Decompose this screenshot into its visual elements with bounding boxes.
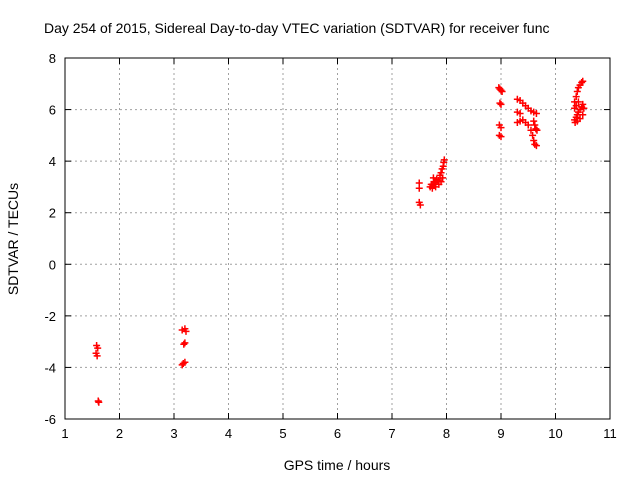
data-point [532, 142, 540, 150]
grid [65, 58, 610, 419]
axis-ticks: 1 2 3 4 5 6 7 8 9 10 11 -6 -4 -2 0 2 4 6 8 [44, 51, 616, 441]
data-marks [92, 77, 588, 406]
x-axis-title: GPS time / hours [284, 457, 391, 473]
data-point [524, 121, 532, 129]
data-point [179, 360, 187, 368]
y-tick-label: 6 [49, 103, 56, 118]
y-axis-title: SDTVAR / TECUs [5, 183, 21, 295]
data-point [529, 131, 537, 139]
data-point [428, 184, 436, 192]
data-point [572, 102, 580, 110]
data-point [497, 133, 505, 141]
data-point [531, 121, 539, 129]
x-tick-label: 1 [61, 426, 68, 441]
data-point [572, 93, 580, 101]
data-point [578, 78, 586, 86]
data-point [182, 327, 190, 335]
x-tick-label: 7 [388, 426, 395, 441]
data-point [527, 126, 535, 134]
data-point [495, 131, 503, 139]
data-point [530, 117, 538, 125]
x-tick-label: 6 [334, 426, 341, 441]
data-point [574, 98, 582, 106]
data-point [440, 156, 448, 164]
data-point [530, 137, 538, 145]
data-point [533, 126, 541, 134]
data-point [580, 104, 588, 112]
y-tick-label: -6 [44, 412, 56, 427]
y-tick-label: 2 [49, 206, 56, 221]
x-tick-label: 11 [603, 426, 617, 441]
data-point [94, 344, 102, 352]
data-point [429, 174, 437, 182]
data-point [579, 100, 587, 108]
x-tick-label: 3 [170, 426, 177, 441]
data-point [437, 178, 445, 186]
data-point [497, 124, 505, 132]
data-point [180, 340, 188, 348]
data-point [579, 77, 587, 85]
y-tick-label: 4 [49, 154, 56, 169]
y-tick-label: -4 [44, 360, 56, 375]
data-point [416, 201, 424, 209]
data-point [532, 125, 540, 133]
data-point [95, 398, 103, 406]
x-tick-label: 4 [225, 426, 232, 441]
chart-title: Day 254 of 2015, Sidereal Day-to-day VTE… [44, 20, 550, 36]
x-tick-label: 9 [497, 426, 504, 441]
y-tick-label: -2 [44, 309, 56, 324]
data-point [497, 86, 505, 94]
data-point [93, 352, 101, 360]
data-point [576, 115, 584, 123]
data-point [579, 111, 587, 119]
y-tick-label: 0 [49, 257, 56, 272]
data-point [497, 100, 505, 108]
data-point [573, 88, 581, 96]
x-tick-label: 8 [443, 426, 450, 441]
data-point [181, 339, 189, 347]
data-point [415, 184, 423, 192]
y-tick-label: 8 [49, 51, 56, 66]
data-point [496, 99, 504, 107]
x-tick-label: 5 [279, 426, 286, 441]
x-tick-label: 10 [548, 426, 562, 441]
data-point [531, 140, 539, 148]
x-tick-label: 2 [116, 426, 123, 441]
data-point [439, 174, 447, 182]
data-point [498, 88, 506, 96]
data-point [532, 109, 540, 117]
data-point [437, 169, 445, 177]
data-point [516, 109, 524, 117]
